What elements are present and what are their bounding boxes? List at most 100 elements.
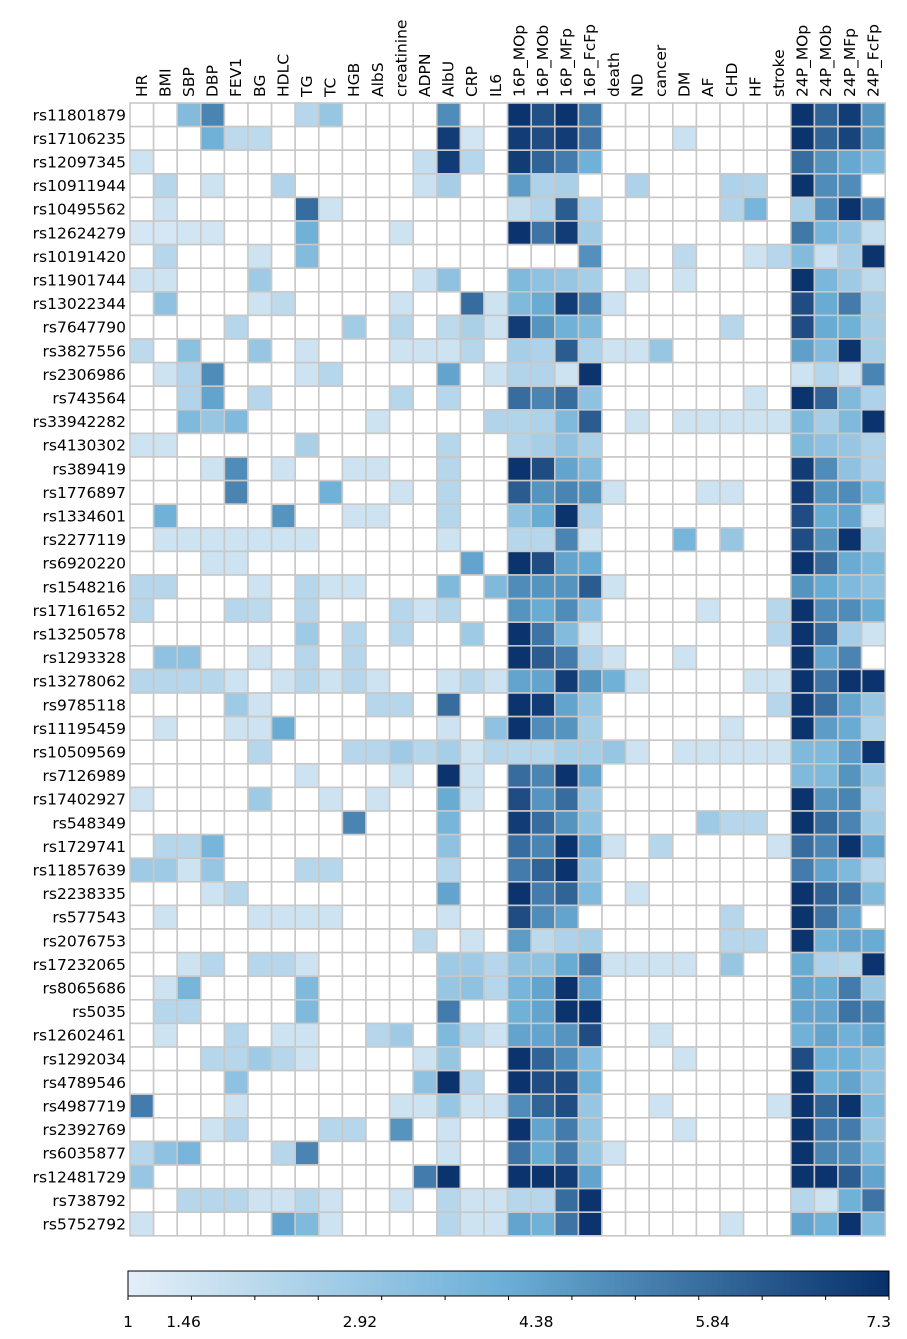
heatmap-cell: [624, 1022, 650, 1048]
heatmap-cell: [152, 998, 179, 1025]
heatmap-cell: [412, 857, 438, 883]
heatmap-cell: [483, 243, 509, 270]
heatmap-cell: [483, 644, 509, 671]
heatmap-cell: [365, 102, 391, 128]
heatmap-cell: [789, 880, 816, 907]
heatmap-cell: [247, 102, 273, 128]
heatmap-cell: [671, 1187, 698, 1213]
heatmap-cell: [129, 833, 155, 859]
heatmap-cell: [129, 810, 155, 836]
heatmap-cell: [365, 1187, 391, 1213]
heatmap-cell: [530, 928, 556, 954]
heatmap-cell: [601, 173, 627, 199]
row-label: rs11195459: [33, 720, 126, 738]
column-label: 16P_FcFp: [581, 24, 600, 97]
heatmap-cell: [530, 857, 556, 883]
heatmap-cell: [317, 998, 344, 1025]
heatmap-cell: [200, 385, 226, 411]
heatmap-cell: [671, 810, 698, 836]
heatmap-cell: [176, 692, 202, 718]
heatmap-cell: [789, 857, 816, 883]
heatmap-cell: [435, 668, 462, 694]
heatmap-cell: [766, 644, 792, 671]
row-label: rs13278062: [33, 673, 126, 691]
heatmap-cell: [719, 338, 745, 364]
heatmap-cell: [317, 1211, 344, 1237]
heatmap-cell: [129, 857, 155, 883]
heatmap-cell: [789, 314, 816, 340]
heatmap-cell: [483, 857, 509, 883]
heatmap-cell: [317, 762, 344, 789]
row-label: rs7126989: [43, 767, 126, 785]
heatmap-cell: [294, 786, 320, 812]
heatmap-cell: [742, 739, 768, 765]
heatmap-cell: [530, 173, 556, 199]
heatmap-cell: [860, 456, 886, 482]
heatmap-cell: [506, 621, 533, 647]
heatmap-cell: [294, 739, 320, 765]
heatmap-cell: [223, 290, 249, 317]
heatmap-cell: [365, 1022, 391, 1048]
heatmap-cell: [813, 361, 839, 388]
heatmap-cell: [365, 1117, 391, 1143]
heatmap-cell: [365, 550, 391, 576]
heatmap-cell: [695, 1022, 721, 1048]
heatmap-cell: [152, 102, 179, 128]
heatmap-cell: [388, 833, 415, 859]
heatmap-cell: [459, 857, 485, 883]
row-label: rs1729741: [43, 838, 126, 856]
heatmap-cell: [247, 1211, 273, 1237]
heatmap-cell: [577, 550, 603, 576]
heatmap-cell: [200, 715, 226, 741]
heatmap-cell: [483, 290, 509, 317]
heatmap-cell: [176, 810, 202, 836]
heatmap-cell: [412, 904, 438, 930]
heatmap-cell: [789, 432, 816, 458]
heatmap-cell: [530, 149, 556, 175]
heatmap-cell: [270, 456, 297, 482]
heatmap-cell: [483, 385, 509, 411]
column-label: 24P_MOp: [794, 25, 813, 97]
heatmap-cell: [624, 739, 650, 765]
heatmap-cell: [624, 857, 650, 883]
row-label: rs6035877: [43, 1145, 126, 1163]
heatmap-cell: [223, 503, 249, 529]
heatmap-cell: [388, 267, 415, 293]
heatmap-cell: [247, 739, 273, 765]
heatmap-cell: [742, 220, 768, 246]
heatmap-cell: [435, 904, 462, 930]
heatmap-cell: [200, 833, 226, 859]
heatmap-cell: [247, 385, 273, 411]
heatmap-cell: [506, 338, 533, 364]
heatmap-cell: [813, 739, 839, 765]
column-label: CRP: [463, 66, 481, 97]
heatmap-cell: [435, 1046, 462, 1072]
colorbar-tick-label: 4.38: [519, 1313, 554, 1331]
heatmap-cell: [200, 338, 226, 364]
heatmap-cell: [601, 1187, 627, 1213]
heatmap-cell: [412, 432, 438, 458]
colorbar-tick-label: 2.92: [343, 1313, 378, 1331]
heatmap-cell: [412, 102, 438, 128]
heatmap-cell: [837, 1046, 863, 1072]
heatmap-cell: [200, 762, 226, 789]
heatmap-cell: [577, 361, 603, 388]
heatmap-cell: [813, 762, 839, 789]
heatmap-cell: [270, 503, 297, 529]
heatmap-cell: [365, 385, 391, 411]
heatmap-cell: [695, 621, 721, 647]
heatmap-cell: [766, 290, 792, 317]
heatmap-cell: [648, 692, 674, 718]
heatmap-cell: [483, 739, 509, 765]
heatmap-cell: [247, 526, 273, 553]
heatmap-cell: [459, 503, 485, 529]
heatmap-cell: [200, 503, 226, 529]
heatmap-cell: [671, 975, 698, 1001]
heatmap-cell: [388, 904, 415, 930]
heatmap-cell: [813, 1022, 839, 1048]
heatmap-cell: [294, 762, 320, 789]
heatmap-cell: [766, 739, 792, 765]
heatmap-cell: [200, 314, 226, 340]
heatmap-cell: [152, 1164, 179, 1190]
heatmap-cell: [200, 739, 226, 765]
